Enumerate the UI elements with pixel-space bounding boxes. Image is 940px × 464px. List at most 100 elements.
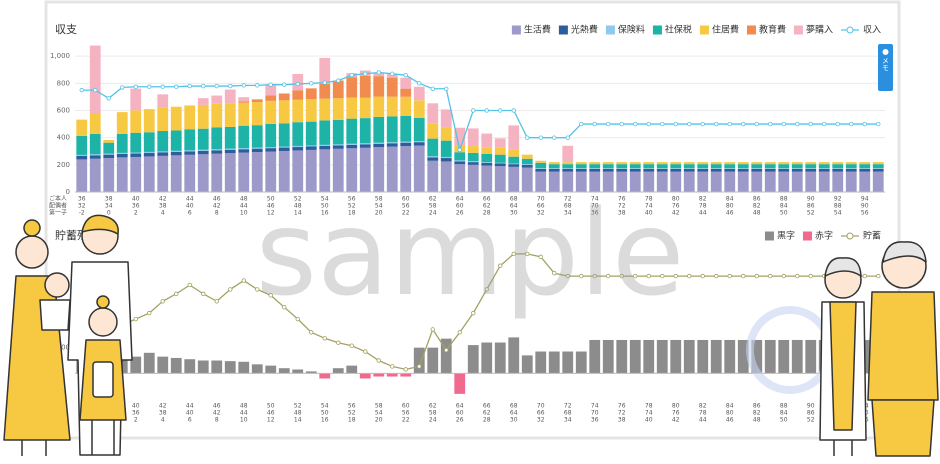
bar-segment bbox=[359, 118, 371, 144]
bar-segment bbox=[211, 150, 223, 154]
bar-segment bbox=[319, 145, 331, 150]
line-point bbox=[727, 273, 732, 279]
bar-segment bbox=[494, 138, 506, 148]
bar-segment bbox=[562, 164, 574, 169]
line-point bbox=[336, 78, 341, 83]
bar-segment bbox=[454, 152, 466, 161]
bar-segment bbox=[589, 171, 601, 192]
bar-segment bbox=[224, 148, 236, 150]
bar-segment bbox=[521, 164, 533, 168]
memo-bg[interactable] bbox=[878, 44, 893, 91]
x-tick-label: 86 bbox=[753, 403, 761, 410]
line-point bbox=[403, 72, 408, 78]
bar-segment bbox=[332, 119, 344, 145]
bar-segment bbox=[737, 171, 749, 192]
bar-segment bbox=[373, 96, 385, 117]
bar-segment bbox=[413, 142, 425, 146]
bar-segment bbox=[143, 153, 155, 157]
memo-button[interactable]: メモ bbox=[878, 44, 893, 91]
bar-segment bbox=[427, 138, 439, 157]
bar-segment bbox=[116, 133, 128, 153]
bar-segment bbox=[265, 123, 277, 148]
x-tick-label: 58 bbox=[429, 410, 437, 417]
line-point bbox=[430, 86, 435, 91]
bar-segment bbox=[332, 368, 344, 374]
bar-segment bbox=[683, 171, 695, 192]
line-point bbox=[268, 293, 273, 298]
x-tick-label: 80 bbox=[672, 196, 680, 203]
bar-segment bbox=[278, 93, 290, 101]
bar-segment bbox=[535, 160, 547, 163]
bar-segment bbox=[224, 361, 236, 374]
bar-segment bbox=[292, 122, 304, 146]
bar-segment bbox=[643, 168, 655, 172]
x-tick-label: 46 bbox=[213, 196, 221, 203]
bar-segment bbox=[697, 168, 709, 169]
bar-segment bbox=[629, 171, 641, 192]
bar-segment bbox=[751, 171, 763, 192]
x-tick-label: 32 bbox=[537, 417, 545, 424]
x-tick-label: 64 bbox=[510, 203, 518, 210]
bar-segment bbox=[845, 171, 857, 192]
bar-segment bbox=[251, 148, 263, 153]
bar-segment bbox=[629, 164, 641, 169]
bar-segment bbox=[157, 151, 169, 153]
bar-segment bbox=[629, 339, 641, 374]
bar-segment bbox=[589, 168, 601, 172]
line-point bbox=[376, 358, 381, 363]
bar-segment bbox=[859, 168, 871, 172]
line-point bbox=[268, 82, 273, 87]
bar-segment bbox=[710, 168, 722, 169]
x-tick-label: 38 bbox=[618, 417, 626, 424]
x-tick-label: 90 bbox=[807, 196, 815, 203]
bar-segment bbox=[197, 128, 209, 150]
bar-segment bbox=[562, 168, 574, 172]
bar-segment bbox=[103, 158, 115, 192]
x-tick-label: 40 bbox=[645, 417, 653, 424]
bar-segment bbox=[683, 168, 695, 172]
bar-segment bbox=[454, 127, 466, 146]
bar-segment bbox=[76, 156, 88, 160]
line-point bbox=[120, 85, 125, 90]
bar-segment bbox=[170, 151, 182, 156]
x-tick-label: 8 bbox=[215, 417, 219, 424]
x-tick-label: 30 bbox=[510, 210, 518, 217]
x-tick-label: 42 bbox=[159, 403, 167, 410]
bar-segment bbox=[305, 99, 317, 122]
bar-segment bbox=[751, 168, 763, 169]
bar-segment bbox=[575, 168, 587, 172]
bar-segment bbox=[791, 171, 803, 192]
bar-segment bbox=[413, 100, 425, 118]
legend-label: 赤字 bbox=[815, 230, 833, 242]
x-tick-label: 44 bbox=[186, 196, 194, 203]
line-point bbox=[255, 83, 260, 88]
line-point bbox=[484, 287, 489, 292]
x-tick-label: 78 bbox=[645, 196, 653, 203]
bar-segment bbox=[89, 158, 101, 192]
bar-segment bbox=[359, 75, 371, 98]
bar-segment bbox=[346, 144, 358, 149]
bar-segment bbox=[359, 97, 371, 119]
x-tick-label: 22 bbox=[402, 417, 410, 424]
bar-segment bbox=[683, 339, 695, 374]
memo-label[interactable]: メモ bbox=[882, 57, 890, 71]
bar-segment bbox=[602, 164, 614, 169]
bar-segment bbox=[562, 168, 574, 169]
bar-segment bbox=[89, 155, 101, 159]
line-point bbox=[390, 364, 395, 369]
bar-segment bbox=[184, 150, 196, 152]
bar-segment bbox=[373, 76, 385, 97]
bar-segment bbox=[400, 77, 412, 89]
bar-segment bbox=[238, 361, 250, 374]
bar-segment bbox=[359, 144, 371, 148]
memo-icon[interactable] bbox=[882, 49, 889, 55]
x-tick-label: 64 bbox=[510, 410, 518, 417]
bar-segment bbox=[467, 152, 479, 162]
bar-segment bbox=[305, 149, 317, 192]
bar-segment bbox=[535, 168, 547, 169]
x-tick-label: 62 bbox=[483, 410, 491, 417]
x-tick-label: 72 bbox=[618, 203, 626, 210]
bar-segment bbox=[292, 90, 304, 100]
bar-segment bbox=[467, 162, 479, 165]
baby-body bbox=[39, 299, 71, 331]
